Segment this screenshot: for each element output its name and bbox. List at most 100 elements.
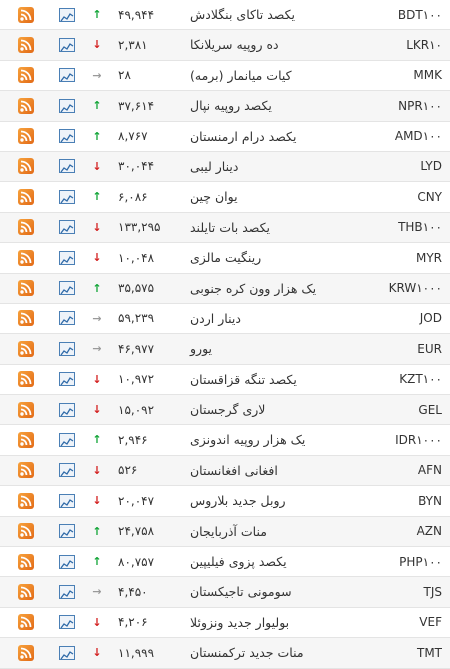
chart-link[interactable] — [56, 30, 78, 59]
chart-link[interactable] — [56, 365, 78, 394]
currency-name[interactable]: یکصد تاکای بنگلادش — [190, 7, 295, 22]
chart-link[interactable] — [56, 243, 78, 272]
currency-name[interactable]: یکصد بات تایلند — [190, 219, 271, 235]
table-row: → ۴۶,۹۷۷ یورو EUR — [0, 334, 450, 365]
currency-name[interactable]: لاری گرجستان — [190, 402, 266, 418]
price-value: ۳۷,۶۱۴ — [118, 98, 155, 113]
currency-name[interactable]: یوان چین — [190, 189, 238, 205]
chart-link[interactable] — [56, 577, 78, 606]
rss-icon — [18, 310, 34, 327]
price-value: ۴,۴۵۰ — [118, 584, 148, 599]
rss-link[interactable] — [16, 456, 36, 485]
rss-link[interactable] — [16, 182, 36, 211]
price-value: ۲,۳۸۱ — [118, 37, 148, 52]
currency-name[interactable]: یکصد روپیه نپال — [190, 98, 272, 114]
chart-icon — [59, 645, 75, 660]
rss-link[interactable] — [16, 274, 36, 303]
rss-link[interactable] — [16, 61, 36, 90]
currency-name[interactable]: روبل جدید بلاروس — [190, 493, 286, 509]
chart-link[interactable] — [56, 517, 78, 546]
currency-name[interactable]: سومونی تاجیکستان — [190, 584, 292, 600]
rss-link[interactable] — [16, 608, 36, 637]
chart-link[interactable] — [56, 456, 78, 485]
currency-name[interactable]: بولیوار جدید ونزوئلا — [190, 614, 290, 630]
rss-link[interactable] — [16, 577, 36, 606]
rss-link[interactable] — [16, 91, 36, 120]
chart-link[interactable] — [56, 182, 78, 211]
chart-link[interactable] — [56, 395, 78, 424]
currency-code: LKR١٠ — [406, 37, 442, 52]
chart-link[interactable] — [56, 122, 78, 151]
currency-name[interactable]: یکصد پزوی فیلیپین — [190, 554, 287, 570]
currency-name[interactable]: کیات میانمار (برمه) — [190, 67, 292, 83]
rss-link[interactable] — [16, 547, 36, 576]
chart-link[interactable] — [56, 304, 78, 333]
chart-link[interactable] — [56, 425, 78, 454]
currency-name[interactable]: یکصد تنگه قزاقستان — [190, 371, 297, 387]
rss-link[interactable] — [16, 213, 36, 242]
currency-name[interactable]: دینار لیبی — [190, 158, 239, 174]
rss-link[interactable] — [16, 365, 36, 394]
currency-name[interactable]: یکصد درام ارمنستان — [190, 128, 297, 144]
currency-name[interactable]: دینار اردن — [190, 310, 241, 326]
rss-icon — [18, 583, 34, 600]
price-value: ۴۹,۹۴۴ — [118, 7, 155, 22]
rss-link[interactable] — [16, 334, 36, 363]
rss-link[interactable] — [16, 0, 36, 29]
rss-link[interactable] — [16, 122, 36, 151]
chart-link[interactable] — [56, 274, 78, 303]
rss-link[interactable] — [16, 30, 36, 59]
currency-name[interactable]: یک هزار وون کره جنوبی — [190, 280, 317, 296]
currency-code: CNY — [417, 189, 442, 204]
table-row: ↓ ۵۲۶ افغانی افغانستان AFN — [0, 455, 450, 487]
rss-link[interactable] — [16, 243, 36, 272]
currency-code: LYD — [420, 159, 442, 174]
currency-name[interactable]: ده روپیه سریلانکا — [190, 37, 279, 53]
currency-name[interactable]: منات جدید ترکمنستان — [190, 645, 304, 661]
arrow-up-icon: ↑ — [92, 99, 102, 113]
chart-icon — [59, 554, 75, 569]
chart-link[interactable] — [56, 0, 78, 29]
arrow-down-icon: ↓ — [92, 494, 102, 508]
rss-link[interactable] — [16, 638, 36, 667]
rss-link[interactable] — [16, 486, 36, 515]
rss-link[interactable] — [16, 395, 36, 424]
currency-name[interactable]: یک هزار روپیه اندونزی — [190, 432, 306, 448]
currency-name[interactable]: منات آذربایجان — [190, 523, 267, 539]
arrow-up-icon: ↑ — [92, 190, 102, 204]
chart-link[interactable] — [56, 486, 78, 515]
price-value: ۴,۲۰۶ — [118, 615, 148, 630]
rss-link[interactable] — [16, 425, 36, 454]
price-value: ۱۳۳,۲۹۵ — [118, 220, 161, 235]
chart-icon — [59, 220, 75, 235]
rss-link[interactable] — [16, 517, 36, 546]
chart-link[interactable] — [56, 213, 78, 242]
arrow-up-icon: ↑ — [92, 281, 102, 295]
chart-icon — [59, 281, 75, 296]
currency-name[interactable]: افغانی افغانستان — [190, 462, 278, 478]
chart-link[interactable] — [56, 152, 78, 181]
currency-code: BDT١٠٠ — [397, 7, 442, 22]
chart-icon — [59, 402, 75, 417]
chart-link[interactable] — [56, 91, 78, 120]
price-value: ۳۰,۰۴۴ — [118, 159, 155, 174]
chart-link[interactable] — [56, 61, 78, 90]
price-value: ۸۰,۷۵۷ — [118, 554, 155, 569]
chart-link[interactable] — [56, 608, 78, 637]
currency-code: BYN — [418, 493, 442, 508]
chart-link[interactable] — [56, 547, 78, 576]
table-row: → ۵۹,۲۳۹ دینار اردن JOD — [0, 303, 450, 335]
chart-icon — [59, 372, 75, 387]
price-value: ۱۱,۹۹۹ — [118, 645, 155, 660]
currency-name[interactable]: رینگیت مالزی — [190, 250, 262, 266]
rss-link[interactable] — [16, 304, 36, 333]
rss-icon — [18, 67, 34, 84]
rss-link[interactable] — [16, 152, 36, 181]
currency-code: EUR — [417, 341, 442, 356]
chart-icon — [59, 432, 75, 447]
currency-name[interactable]: یورو — [190, 341, 213, 357]
chart-link[interactable] — [56, 334, 78, 363]
chart-link[interactable] — [56, 638, 78, 667]
arrow-up-icon: ↑ — [92, 433, 102, 447]
rss-icon — [18, 280, 34, 297]
